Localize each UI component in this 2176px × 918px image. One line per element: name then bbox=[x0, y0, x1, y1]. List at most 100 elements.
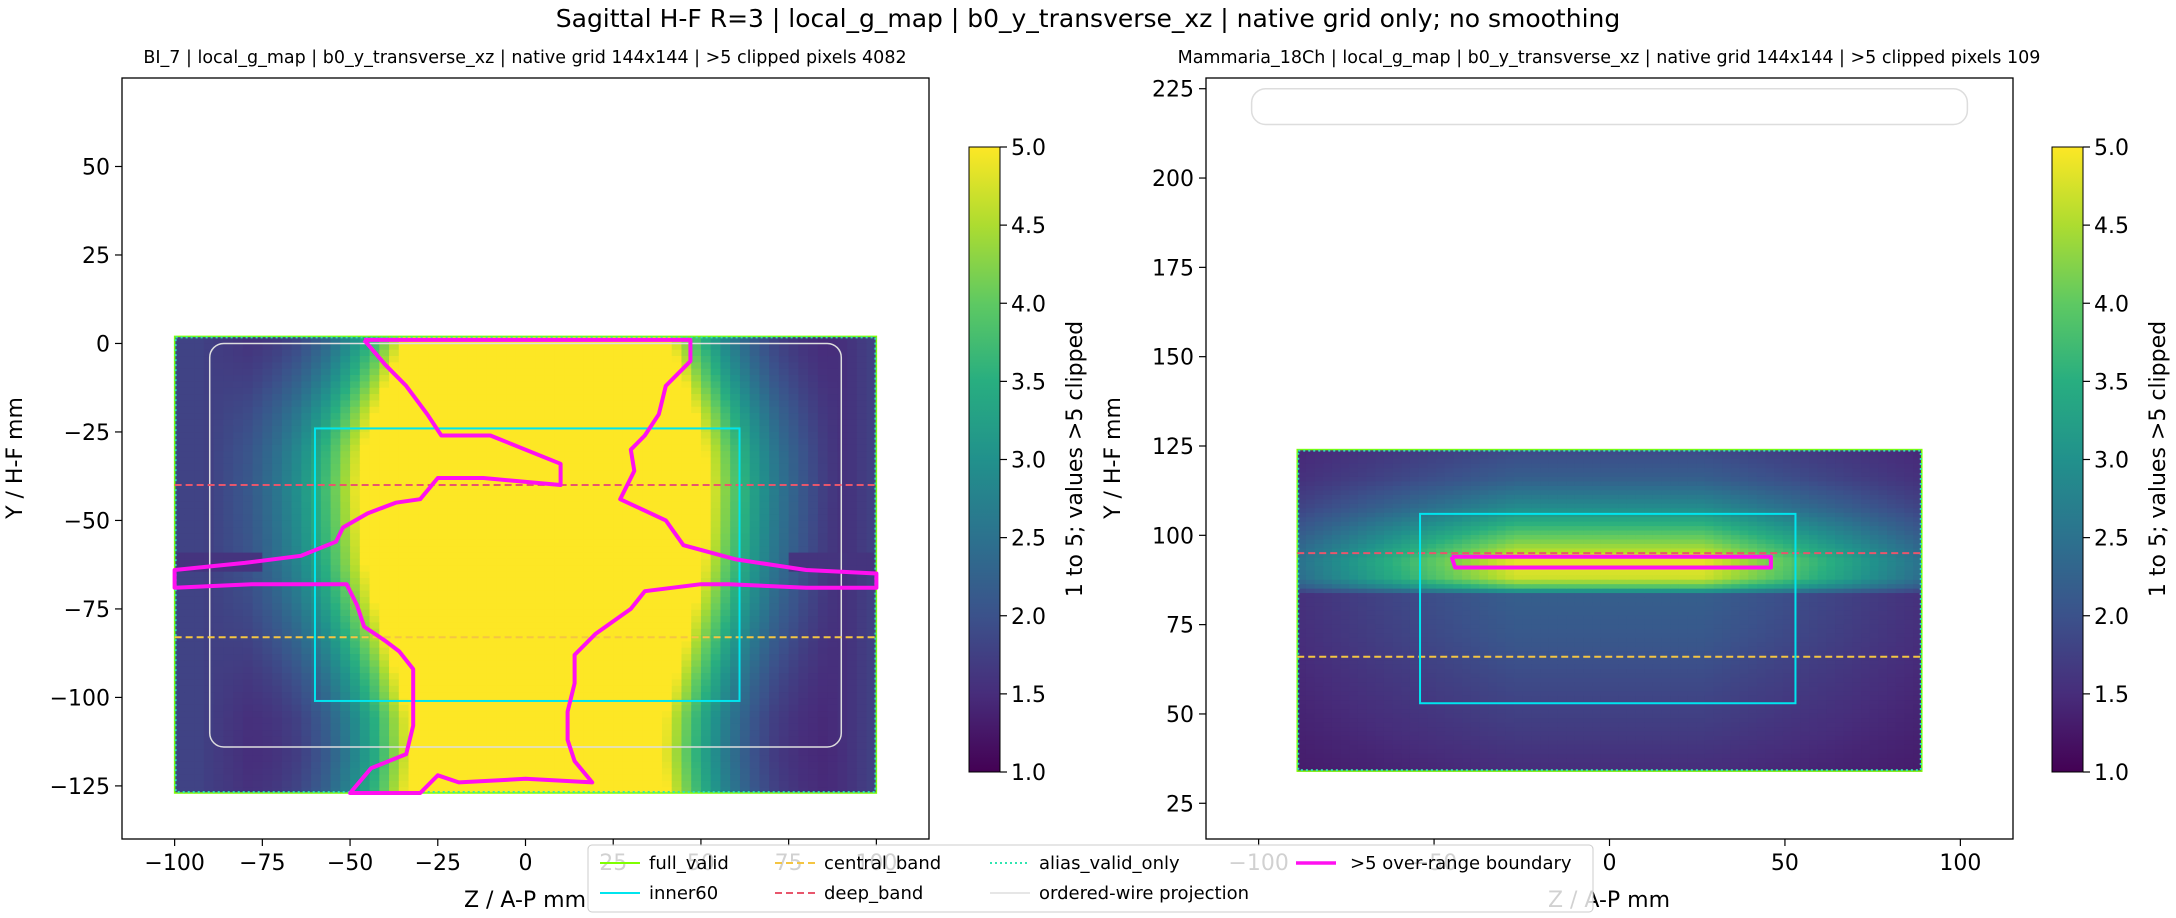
heatmap-cell bbox=[817, 431, 829, 439]
heatmap-cell bbox=[603, 513, 614, 521]
heatmap-cell bbox=[808, 685, 819, 693]
heatmap-cell bbox=[535, 704, 546, 712]
heatmap-cell bbox=[515, 602, 527, 610]
heatmap-cell bbox=[739, 735, 751, 743]
heatmap-cell bbox=[798, 609, 809, 617]
heatmap-cell bbox=[330, 609, 341, 617]
heatmap-cell bbox=[213, 418, 224, 426]
heatmap-cell bbox=[350, 564, 361, 572]
heatmap-cell bbox=[720, 628, 731, 636]
heatmap-cell bbox=[242, 634, 254, 642]
heatmap-cell bbox=[847, 355, 858, 363]
heatmap-cell bbox=[359, 564, 371, 572]
heatmap-cell bbox=[359, 615, 371, 623]
heatmap-cell bbox=[554, 666, 566, 674]
heatmap-cell bbox=[389, 596, 400, 604]
heatmap-cell bbox=[808, 602, 819, 610]
heatmap-cell bbox=[291, 545, 302, 553]
heatmap-cell bbox=[379, 590, 390, 597]
heatmap-cell bbox=[359, 596, 371, 604]
heatmap-cell bbox=[213, 463, 224, 471]
heatmap-cell bbox=[749, 380, 761, 388]
heatmap-cell bbox=[603, 761, 614, 769]
heatmap-cell bbox=[184, 368, 195, 376]
heatmap-cell bbox=[437, 647, 449, 655]
heatmap-cell bbox=[544, 545, 556, 553]
heatmap-cell bbox=[544, 710, 556, 718]
heatmap-cell bbox=[661, 526, 673, 534]
heatmap-cell bbox=[739, 786, 751, 794]
heatmap-cell bbox=[593, 761, 605, 769]
heatmap-cell bbox=[515, 659, 527, 667]
heatmap-cell bbox=[525, 704, 536, 712]
heatmap-cell bbox=[739, 399, 751, 407]
heatmap-cell bbox=[720, 754, 731, 762]
heatmap-cell bbox=[652, 602, 663, 610]
heatmap-cell bbox=[369, 355, 380, 363]
heatmap-cell bbox=[847, 450, 858, 458]
heatmap-cell bbox=[330, 583, 341, 591]
heatmap-cell bbox=[467, 609, 478, 617]
heatmap-cell bbox=[642, 513, 653, 521]
heatmap-cell bbox=[720, 488, 731, 496]
heatmap-cell bbox=[506, 710, 517, 718]
heatmap-cell bbox=[856, 374, 868, 382]
heatmap-cell bbox=[515, 513, 527, 521]
heatmap-cell bbox=[827, 387, 838, 395]
heatmap-cell bbox=[564, 621, 575, 629]
heatmap-cell bbox=[525, 590, 536, 597]
heatmap-cell bbox=[554, 672, 566, 680]
heatmap-cell bbox=[194, 494, 205, 502]
heatmap-cell bbox=[398, 463, 410, 471]
heatmap-cell bbox=[856, 723, 868, 731]
heatmap-cell bbox=[379, 685, 390, 693]
heatmap-cell bbox=[759, 368, 770, 376]
heatmap-cell bbox=[311, 621, 322, 629]
heatmap-cell bbox=[301, 456, 312, 464]
heatmap-cell bbox=[194, 469, 205, 477]
heatmap-cell bbox=[291, 583, 302, 591]
heatmap-cell bbox=[301, 482, 312, 490]
heatmap-cell bbox=[788, 469, 799, 477]
heatmap-cell bbox=[389, 735, 400, 743]
heatmap-cell bbox=[574, 418, 585, 426]
heatmap-cell bbox=[408, 482, 419, 490]
heatmap-cell bbox=[856, 545, 868, 553]
heatmap-cell bbox=[730, 666, 741, 674]
heatmap-cell bbox=[622, 735, 634, 743]
heatmap-cell bbox=[496, 672, 507, 680]
heatmap-cell bbox=[700, 583, 712, 591]
heatmap-cell bbox=[759, 418, 770, 426]
heatmap-cell bbox=[808, 399, 819, 407]
heatmap-cell bbox=[486, 387, 497, 395]
heatmap-cell bbox=[671, 761, 683, 769]
heatmap-cell bbox=[506, 469, 517, 477]
heatmap-cell bbox=[272, 647, 283, 655]
heatmap-cell bbox=[632, 571, 644, 578]
heatmap-cell bbox=[437, 361, 449, 369]
heatmap-cell bbox=[739, 723, 751, 731]
heatmap-cell bbox=[506, 437, 517, 445]
heatmap-cell bbox=[486, 577, 497, 585]
heatmap-cell bbox=[642, 628, 653, 636]
heatmap-cell bbox=[262, 609, 273, 617]
heatmap-cell bbox=[691, 672, 702, 680]
heatmap-cell bbox=[564, 634, 575, 642]
heatmap-cell bbox=[330, 374, 341, 382]
heatmap-cell bbox=[242, 532, 254, 540]
heatmap-cell bbox=[291, 380, 302, 388]
heatmap-cell bbox=[583, 761, 595, 769]
heatmap-cell bbox=[700, 513, 712, 521]
heatmap-cell bbox=[408, 450, 419, 458]
heatmap-cell bbox=[389, 647, 400, 655]
heatmap-cell bbox=[291, 475, 302, 483]
heatmap-cell bbox=[574, 723, 585, 731]
heatmap-cell bbox=[428, 450, 439, 458]
heatmap-cell bbox=[778, 374, 790, 382]
heatmap-cell bbox=[233, 482, 244, 490]
heatmap-cell bbox=[583, 659, 595, 667]
heatmap-cell bbox=[496, 634, 507, 642]
heatmap-cell bbox=[632, 450, 644, 458]
heatmap-cell bbox=[398, 526, 410, 534]
heatmap-cell bbox=[808, 748, 819, 756]
